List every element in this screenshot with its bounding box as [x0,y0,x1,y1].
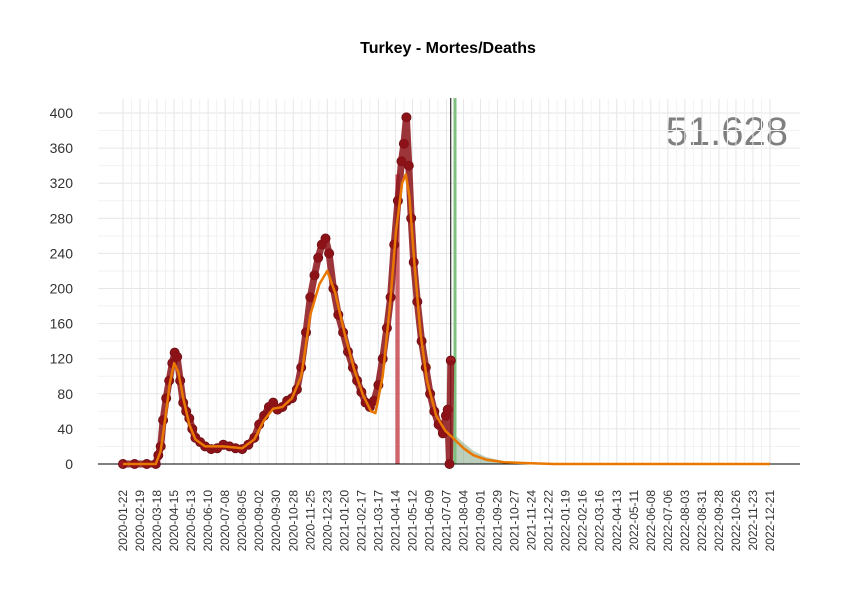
y-tick-label: 80 [57,386,73,402]
highlight-bar [395,174,400,465]
x-tick-label: 2022-08-31 [695,490,709,552]
highlight-bars [395,174,400,465]
x-tick-label: 2022-11-23 [746,490,760,551]
x-tick-label: 2022-04-13 [610,490,624,552]
y-tick-label: 200 [50,281,74,297]
x-tick-label: 2022-05-11 [627,490,641,551]
x-tick-label: 2021-09-29 [491,490,505,552]
x-tick-label: 2020-01-22 [116,490,130,552]
x-tick-label: 2020-04-15 [167,490,181,552]
y-tick-label: 400 [50,105,74,121]
y-tick-labels: 0 40 80 120 160 200 240 280 320 360 400 [50,105,74,472]
y-tick-label: 120 [50,351,74,367]
x-tick-label: 2020-03-18 [150,490,164,552]
x-tick-label: 2021-03-17 [371,490,385,552]
x-tick-label: 2022-02-16 [576,490,590,552]
x-tick-label: 2022-03-16 [593,490,607,552]
x-tick-label: 2020-06-10 [201,490,215,552]
y-tick-label: 40 [57,421,73,437]
x-tick-label: 2022-09-28 [712,490,726,552]
total-deaths-annotation: 51.628 [665,110,788,154]
projection-band [450,430,555,464]
x-tick-label: 2021-02-17 [354,490,368,552]
x-tick-label: 2021-05-12 [405,490,419,552]
x-tick-label: 2020-10-28 [286,490,300,552]
x-tick-label: 2022-07-06 [661,490,675,552]
x-tick-label: 2022-06-08 [644,490,658,552]
y-tick-label: 160 [50,316,74,332]
y-tick-label: 240 [50,245,74,261]
x-tick-label: 2021-09-01 [474,490,488,552]
x-tick-label: 2020-02-19 [133,490,147,552]
x-tick-label: 2020-09-02 [252,490,266,552]
x-tick-label: 2021-12-22 [542,490,556,552]
smoothed-line [123,173,770,466]
x-tick-label: 2022-01-19 [559,490,573,552]
projection-area [450,430,555,464]
x-tick-label: 2021-04-14 [388,490,402,552]
series-lines [123,173,770,466]
x-tick-label: 2021-10-27 [508,490,522,552]
y-tick-label: 320 [50,175,74,191]
data-points [118,112,456,469]
x-tick-label: 2022-08-03 [678,490,692,552]
y-tick-label: 280 [50,210,74,226]
y-tick-label: 0 [65,456,73,472]
x-tick-labels: 2020-01-22 2020-02-19 2020-03-18 2020-04-15… [116,490,777,552]
x-tick-label: 2020-11-25 [303,490,317,551]
x-tick-label: 2022-10-26 [729,490,743,552]
x-tick-label: 2021-06-09 [422,490,436,552]
x-tick-label: 2021-01-20 [337,490,351,552]
points-trace [123,113,455,468]
x-tick-label: 2021-07-07 [440,490,454,552]
x-tick-label: 2020-08-05 [235,490,249,552]
x-tick-label: 2022-12-21 [763,490,777,552]
y-tick-label: 360 [50,140,74,156]
x-tick-label: 2021-11-24 [525,490,539,551]
x-tick-label: 2020-07-08 [218,490,232,552]
x-tick-label: 2021-08-04 [457,490,471,552]
chart-title: Turkey - Mortes/Deaths [360,40,536,57]
x-tick-label: 2020-12-23 [320,490,334,552]
x-tick-label: 2020-05-13 [184,490,198,552]
x-tick-label: 2020-09-30 [269,490,283,552]
